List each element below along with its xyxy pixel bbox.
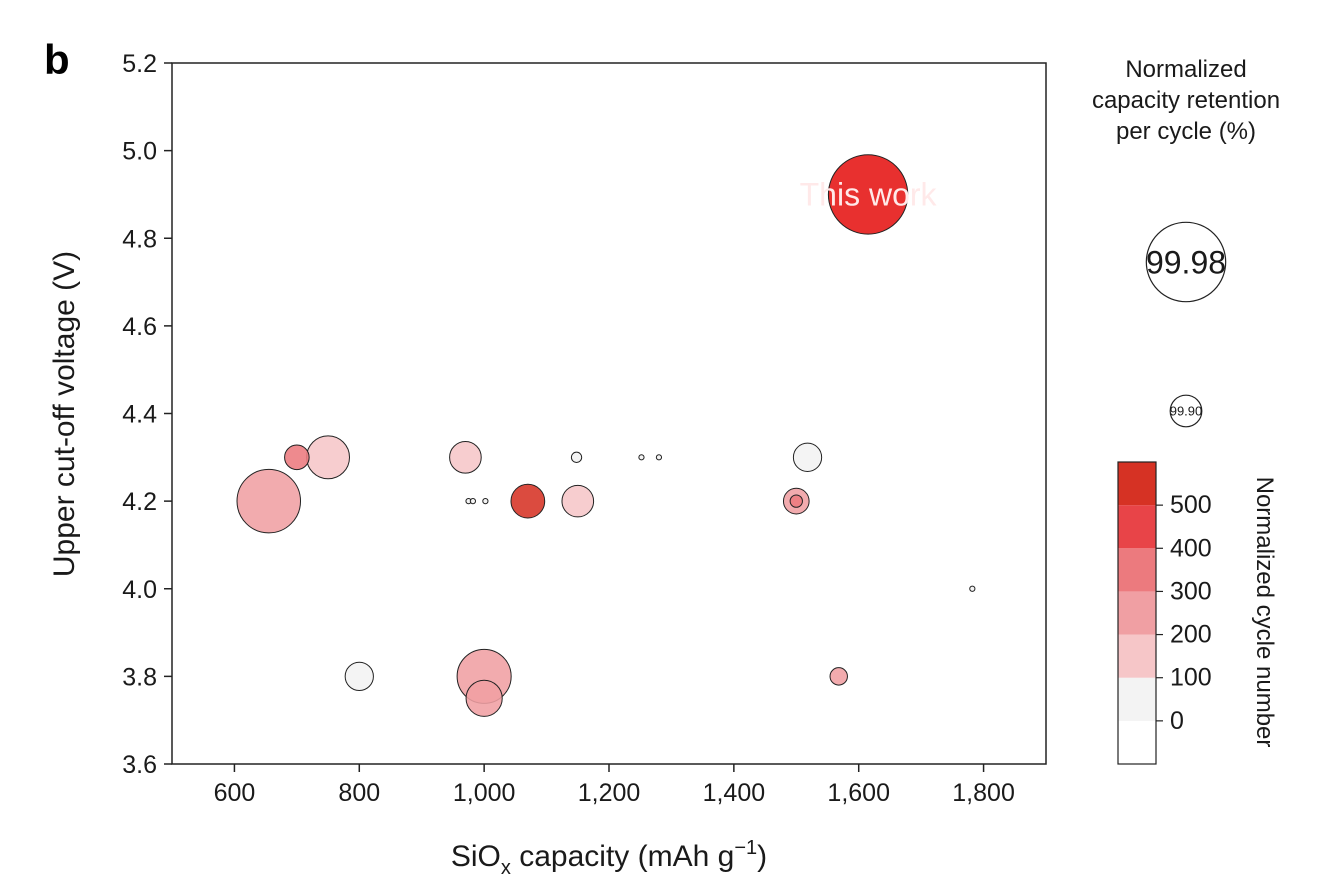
colorbar-bin bbox=[1118, 720, 1156, 764]
data-bubble bbox=[792, 442, 823, 472]
size-legend: Normalized capacity retention per cycle … bbox=[1092, 56, 1280, 428]
y-tick-label: 3.8 bbox=[122, 663, 157, 691]
y-axis-ticks: 3.6 3.8 4.0 4.2 4.4 4.6 4.8 5.0 5.2 bbox=[122, 50, 172, 779]
x-tick-label: 1,000 bbox=[453, 779, 516, 807]
data-bubble bbox=[284, 444, 310, 471]
data-bubble bbox=[482, 498, 489, 505]
data-bubble bbox=[469, 498, 477, 505]
x-tick-label: 1,200 bbox=[578, 779, 641, 807]
y-tick-label: 4.2 bbox=[122, 488, 157, 516]
colorbar-tick-label: 400 bbox=[1170, 534, 1212, 562]
colorbar-bin bbox=[1118, 462, 1156, 506]
bubble-layer: This work bbox=[236, 154, 976, 717]
x-tick-label: 800 bbox=[338, 779, 380, 807]
panel-letter: b bbox=[44, 36, 70, 83]
colorbar bbox=[1117, 461, 1157, 765]
size-legend-title-line-2: capacity retention bbox=[1092, 87, 1280, 114]
y-tick-label: 4.0 bbox=[122, 576, 157, 604]
data-bubble bbox=[306, 435, 351, 480]
data-bubble bbox=[510, 483, 546, 519]
colorbar-tick-label: 100 bbox=[1170, 664, 1212, 692]
data-bubble bbox=[561, 484, 595, 518]
y-axis-label: Upper cut-off voltage (V) bbox=[48, 251, 81, 577]
colorbar-bin bbox=[1118, 505, 1156, 549]
data-bubble bbox=[829, 667, 848, 686]
colorbar-bin bbox=[1118, 677, 1156, 721]
data-bubble bbox=[236, 468, 302, 534]
plot-frame bbox=[171, 62, 1047, 765]
y-tick-label: 5.0 bbox=[122, 138, 157, 166]
colorbar-tick-label: 200 bbox=[1170, 621, 1212, 649]
colorbar-frame bbox=[1117, 461, 1157, 765]
x-axis-ticks: 600 800 1,000 1,200 1,400 1,600 1,800 bbox=[214, 764, 1015, 807]
colorbar-tick-label: 500 bbox=[1170, 491, 1212, 519]
x-tick-label: 1,800 bbox=[952, 779, 1015, 807]
data-bubble bbox=[344, 661, 374, 692]
color-legend: 0 100 200 300 400 500 Normalized cycle number bbox=[1117, 461, 1278, 765]
x-axis-label: SiOx capacity (mAh g−1) bbox=[451, 837, 767, 879]
y-tick-label: 4.6 bbox=[122, 313, 157, 341]
x-tick-label: 1,600 bbox=[827, 779, 890, 807]
data-bubble bbox=[789, 494, 803, 508]
colorbar-bin bbox=[1118, 548, 1156, 592]
data-bubble bbox=[655, 454, 663, 461]
x-tick-label: 600 bbox=[214, 779, 256, 807]
size-legend-title-line-3: per cycle (%) bbox=[1116, 118, 1256, 145]
colorbar-ticks: 0 100 200 300 400 500 bbox=[1156, 491, 1212, 735]
data-bubble bbox=[969, 585, 976, 592]
data-bubble bbox=[449, 441, 482, 474]
y-tick-label: 5.2 bbox=[122, 50, 157, 78]
highlight-bubble bbox=[827, 154, 909, 235]
size-legend-label: 99.98 bbox=[1146, 245, 1226, 281]
colorbar-tick-label: 0 bbox=[1170, 707, 1184, 735]
y-tick-label: 3.6 bbox=[122, 751, 157, 779]
colorbar-tick-label: 300 bbox=[1170, 577, 1212, 605]
size-legend-bubble bbox=[1145, 221, 1227, 303]
colorbar-bin bbox=[1118, 591, 1156, 635]
data-bubble bbox=[570, 451, 583, 463]
size-legend-title-line-1: Normalized bbox=[1125, 56, 1246, 83]
data-bubble bbox=[638, 454, 645, 461]
color-legend-title: Normalized cycle number bbox=[1251, 477, 1278, 748]
y-tick-label: 4.4 bbox=[122, 401, 157, 429]
size-legend-label: 99.90 bbox=[1170, 404, 1203, 419]
highlight-label: This work bbox=[800, 176, 938, 212]
y-tick-label: 4.8 bbox=[122, 225, 157, 253]
data-bubble bbox=[465, 679, 503, 717]
x-tick-label: 1,400 bbox=[703, 779, 766, 807]
size-legend-bubble bbox=[1169, 394, 1203, 428]
colorbar-bin bbox=[1118, 634, 1156, 678]
